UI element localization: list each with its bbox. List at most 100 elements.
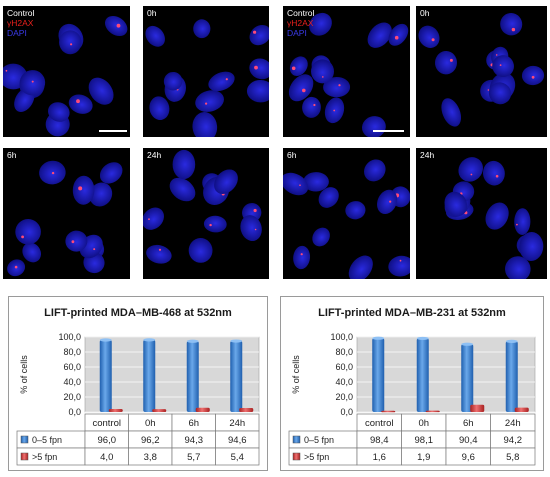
nucleus — [249, 58, 269, 80]
bar-0-5-fpn — [461, 344, 474, 412]
nucleus — [348, 255, 373, 279]
nucleus — [519, 232, 544, 261]
foci — [253, 30, 257, 34]
bar-cap — [186, 339, 199, 343]
legend-entry: 0–5 fpn — [304, 435, 334, 445]
foci — [516, 223, 518, 226]
bar-gt-5-fpn — [470, 404, 485, 412]
foci — [333, 109, 336, 112]
nucleus — [208, 71, 235, 92]
bar-cap — [416, 336, 429, 341]
y-tick-label: 100,0 — [330, 332, 353, 342]
table-cell — [490, 447, 536, 466]
foci — [495, 174, 499, 178]
nucleus — [289, 56, 308, 76]
nucleus — [203, 215, 227, 233]
nucleus — [288, 74, 314, 102]
foci — [300, 253, 303, 256]
nucleus — [193, 19, 211, 39]
nucleus — [149, 96, 170, 121]
foci — [209, 223, 212, 227]
foci — [116, 23, 121, 28]
y-tick-label: 100,0 — [58, 332, 81, 342]
nucleus — [99, 162, 123, 184]
nucleus — [318, 187, 339, 208]
foci — [51, 171, 55, 175]
y-tick-label: 0,0 — [68, 407, 81, 417]
scale-bar — [373, 130, 404, 132]
foci — [470, 173, 473, 176]
bar-gt-5-fpn — [108, 409, 123, 412]
legend-swatch — [292, 435, 301, 444]
nucleus — [249, 24, 269, 46]
nucleus — [163, 71, 183, 91]
panel-time-label: 24h — [420, 150, 435, 160]
x-category-label: 6h — [188, 418, 199, 429]
data-label: 98,4 — [370, 435, 389, 446]
foci — [531, 75, 535, 79]
micrograph-right-24h: 24h — [416, 148, 547, 279]
x-category-label: 24h — [505, 418, 521, 429]
bar-0-5-fpn — [505, 341, 518, 412]
data-label: 94,3 — [185, 435, 204, 446]
nucleus — [521, 65, 545, 86]
nucleus — [302, 96, 321, 118]
nucleus — [488, 82, 512, 105]
nucleus — [19, 70, 46, 96]
nucleus — [88, 77, 114, 105]
foci — [495, 54, 498, 56]
data-label: 1,6 — [373, 452, 386, 463]
nucleus — [500, 13, 523, 36]
foci — [338, 84, 341, 87]
foci — [205, 102, 208, 105]
micrograph-right-0h: 0h — [416, 6, 547, 137]
data-label: 96,2 — [141, 435, 160, 446]
nucleus — [105, 15, 128, 37]
foci — [322, 76, 324, 78]
foci — [431, 38, 435, 42]
micrograph-left-control: Control γH2AX DAPI — [3, 6, 130, 137]
bar-cap — [505, 339, 518, 343]
panel-time-label: Control — [7, 8, 35, 18]
nucleus — [434, 51, 458, 75]
nucleus — [143, 207, 164, 230]
nucleus — [303, 172, 329, 192]
nucleus — [246, 79, 269, 103]
bar-gt-5-fpn — [514, 407, 529, 412]
bar-0-5-fpn — [143, 339, 156, 412]
nucleus — [388, 255, 410, 277]
bar-cap — [461, 342, 474, 346]
foci — [31, 80, 34, 83]
legend-dapi: DAPI — [7, 28, 27, 38]
micrograph-left-6h: 6h — [3, 148, 130, 279]
data-label: 98,1 — [415, 435, 434, 446]
nucleus — [68, 94, 93, 114]
nucleus — [214, 169, 238, 194]
panel-time-label: 0h — [147, 8, 157, 18]
bar-gt-5-fpn — [152, 409, 167, 412]
y-axis-label: % of cells — [291, 355, 301, 394]
x-category-label: 0h — [418, 418, 429, 429]
foci — [254, 65, 258, 70]
nucleus — [514, 208, 531, 235]
nucleus — [418, 25, 440, 48]
foci — [5, 69, 8, 72]
panel-time-label: 0h — [420, 8, 430, 18]
foci — [389, 200, 392, 203]
legend-swatch — [292, 452, 301, 461]
bar-cap — [230, 339, 243, 343]
foci — [394, 35, 399, 40]
nucleus — [59, 30, 82, 55]
foci — [302, 88, 306, 93]
nucleus — [444, 191, 468, 217]
x-category-label: control — [92, 418, 121, 429]
chart-mda-mb-231: LIFT-printed MDA–MB-231 at 532nm 0,0 20,0… — [280, 296, 544, 471]
bar-gt-5-fpn — [239, 407, 254, 412]
foci — [14, 265, 18, 269]
foci — [78, 186, 83, 191]
nucleus — [323, 76, 351, 98]
bar-0-5-fpn — [99, 340, 112, 412]
y-tick-label: 20,0 — [335, 392, 353, 402]
nucleus — [458, 157, 483, 182]
nucleus — [312, 227, 330, 247]
